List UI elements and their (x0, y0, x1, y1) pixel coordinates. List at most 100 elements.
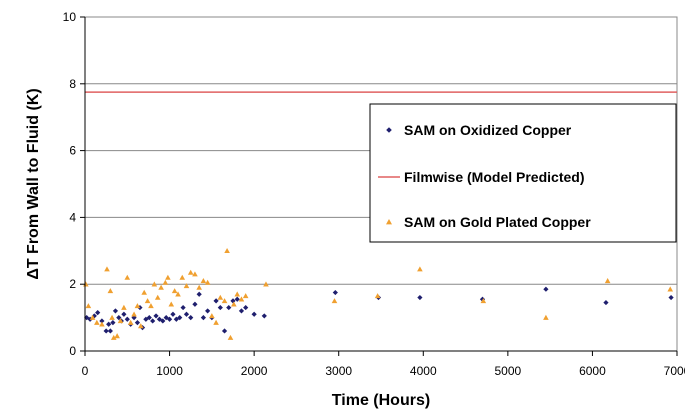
y-tick-label: 6 (69, 144, 76, 158)
gold-plated-copper-point (213, 319, 219, 325)
x-tick-label: 4000 (410, 364, 437, 378)
gold-plated-copper-point (138, 323, 144, 329)
gold-plated-copper-point (121, 304, 127, 310)
oxidized-copper-point (183, 311, 190, 317)
gold-plated-copper-point (417, 266, 423, 272)
oxidized-copper-point (131, 315, 137, 321)
x-tick-label: 6000 (579, 364, 606, 378)
oxidized-copper-point (205, 308, 211, 314)
legend-label: SAM on Oxidized Copper (404, 122, 572, 138)
gold-plated-copper-point (200, 278, 207, 284)
x-axis-title: Time (Hours) (332, 392, 430, 409)
oxidized-copper-point (170, 311, 176, 317)
legend-item: SAM on Gold Plated Copper (386, 214, 591, 230)
legend-diamond-swatch (386, 127, 392, 133)
y-tick-label: 10 (63, 10, 77, 24)
tick-labels: 0 2 4 6 8 10 0 1000 2000 3000 4000 5000 6000 7000 (63, 10, 685, 378)
gold-plated-copper-point (107, 288, 114, 294)
oxidized-copper-point (226, 304, 232, 311)
oxidized-copper-point (84, 315, 90, 321)
axes (80, 16, 678, 356)
oxidized-copper-point (112, 308, 119, 314)
y-tick-label: 8 (69, 77, 76, 91)
oxidized-copper-point (156, 316, 163, 322)
gold-plated-copper-point (221, 298, 228, 304)
gold-plated-copper-point (168, 301, 175, 307)
gold-plated-copper-point (179, 274, 186, 280)
x-tick-label: 3000 (325, 364, 352, 378)
gold-plated-copper-point (148, 303, 154, 309)
gold-plated-copper-point (165, 274, 171, 280)
gold-plated-copper-point (480, 298, 487, 304)
gold-plated-copper-point (114, 333, 120, 339)
oxidized-copper-point (146, 315, 152, 321)
gold-plated-copper-point (263, 281, 269, 287)
oxidized-copper-point (217, 304, 223, 311)
y-tick-label: 4 (69, 210, 76, 224)
oxidized-copper-point (160, 318, 166, 324)
oxidized-copper-point (166, 316, 173, 322)
y-tick-label: 2 (69, 277, 76, 291)
x-tick-label: 7000 (664, 364, 685, 378)
oxidized-copper-point (238, 308, 245, 314)
oxidized-copper-point (134, 320, 141, 326)
gold-plated-copper-point (117, 318, 124, 324)
gold-plated-copper-point (131, 311, 137, 317)
gold-plated-copper-point (604, 278, 611, 284)
gold-plated-copper-point (134, 303, 141, 309)
legend-triangle-swatch (386, 219, 392, 225)
gold-plated-copper-point (543, 314, 549, 320)
oxidized-copper-point (603, 299, 609, 306)
legend-label: Filmwise (Model Predicted) (404, 169, 584, 185)
gold-plated-copper-point (231, 301, 237, 307)
oxidized-copper-point (153, 313, 159, 319)
legend-item: Filmwise (Model Predicted) (378, 169, 584, 185)
gold-plated-copper-point (175, 291, 181, 297)
oxidized-copper-point (213, 298, 219, 304)
oxidized-copper-point (234, 296, 240, 302)
series-layer (83, 91, 677, 340)
oxidized-copper-point (121, 311, 127, 317)
gold-plated-copper-point (109, 314, 115, 320)
oxidized-copper-point (200, 315, 206, 321)
gold-plated-copper-point (141, 289, 147, 295)
gold-plated-copper-point (192, 271, 198, 277)
gold-plated-copper-point (85, 303, 92, 309)
gold-plated-copper-point (242, 293, 249, 299)
x-tick-label: 5000 (495, 364, 522, 378)
gold-plated-copper-point (217, 294, 224, 300)
gold-plated-copper-point (162, 279, 169, 285)
gold-plated-copper-point (196, 284, 202, 290)
y-axis-title: ΔT From Wall to Fluid (K) (25, 88, 42, 279)
gold-plated-copper-point (204, 279, 211, 285)
gold-plated-copper-point (124, 274, 131, 280)
oxidized-copper-point (95, 309, 101, 316)
gold-plated-copper-point (94, 319, 100, 325)
x-tick-label: 0 (82, 364, 89, 378)
oxidized-copper-point (261, 313, 267, 319)
oxidized-copper-point (106, 321, 112, 327)
oxidized-copper-point (230, 298, 236, 304)
oxidized-copper-point (163, 315, 169, 321)
x-tick-label: 1000 (156, 364, 183, 378)
oxidized-copper-point (177, 315, 183, 321)
gold-plated-copper-point (234, 291, 241, 297)
oxidized-copper-point (417, 294, 423, 301)
gold-plated-copper-point (144, 298, 151, 304)
gold-plated-copper-point (667, 286, 674, 292)
oxidized-copper-point (332, 289, 338, 296)
oxidized-copper-point (243, 304, 249, 311)
gold-plated-copper-point (158, 284, 164, 290)
gold-plated-copper-point (89, 314, 96, 320)
gold-plated-copper-point (151, 281, 158, 287)
gold-plated-copper-point (374, 293, 381, 299)
legend-item: SAM on Oxidized Copper (386, 122, 572, 138)
gold-plated-copper-point (104, 266, 110, 272)
gold-plated-copper-point (110, 334, 117, 340)
gold-plated-copper-point (83, 281, 89, 287)
gold-plated-copper-point (171, 288, 178, 294)
oxidized-copper-point (221, 328, 228, 334)
gold-plated-copper-point (331, 298, 338, 304)
gold-plated-copper-point (238, 296, 245, 302)
